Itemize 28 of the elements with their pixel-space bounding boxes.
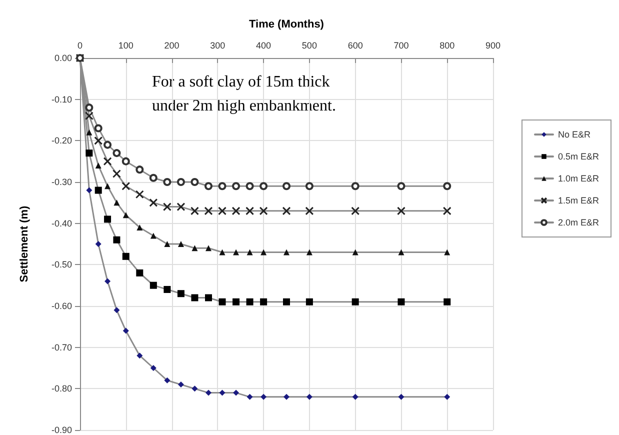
x-tick-label: 0 <box>77 40 83 50</box>
x-tick-label: 600 <box>348 40 363 50</box>
y-tick-label: -0.30 <box>51 177 72 187</box>
y-tick-label: -0.50 <box>51 260 72 270</box>
legend-label: 1.0m E&R <box>558 174 600 184</box>
y-tick-label: 0.00 <box>54 53 72 63</box>
x-tick-label: 300 <box>210 40 226 50</box>
x-tick-label: 900 <box>485 40 501 50</box>
y-axis-title: Settlement (m) <box>18 205 30 282</box>
annotation: For a soft clay of 15m thick under 2m high embankment. <box>152 74 336 114</box>
x-tick-label: 800 <box>440 40 455 50</box>
legend-label: 1.5m E&R <box>558 196 600 206</box>
legend-label: 0.5m E&R <box>558 152 600 162</box>
y-tick-label: -0.20 <box>51 136 72 146</box>
y-tick-label: -0.60 <box>51 301 72 311</box>
y-tick-label: -0.70 <box>51 342 72 352</box>
legend-label: No E&R <box>558 130 591 140</box>
x-tick-label: 500 <box>302 40 317 50</box>
y-tick-label: -0.90 <box>51 425 72 435</box>
x-tick-label: 400 <box>256 40 272 50</box>
y-tick-label: -0.10 <box>51 94 72 104</box>
y-tick-label: -0.40 <box>51 218 72 228</box>
x-axis-title: Time (Months) <box>249 18 324 30</box>
x-tick-label: 100 <box>118 40 134 50</box>
x-tick-label: 200 <box>164 40 180 50</box>
y-tick-label: -0.80 <box>51 384 72 394</box>
legend-label: 2.0m E&R <box>558 218 600 228</box>
x-tick-label: 700 <box>394 40 409 50</box>
